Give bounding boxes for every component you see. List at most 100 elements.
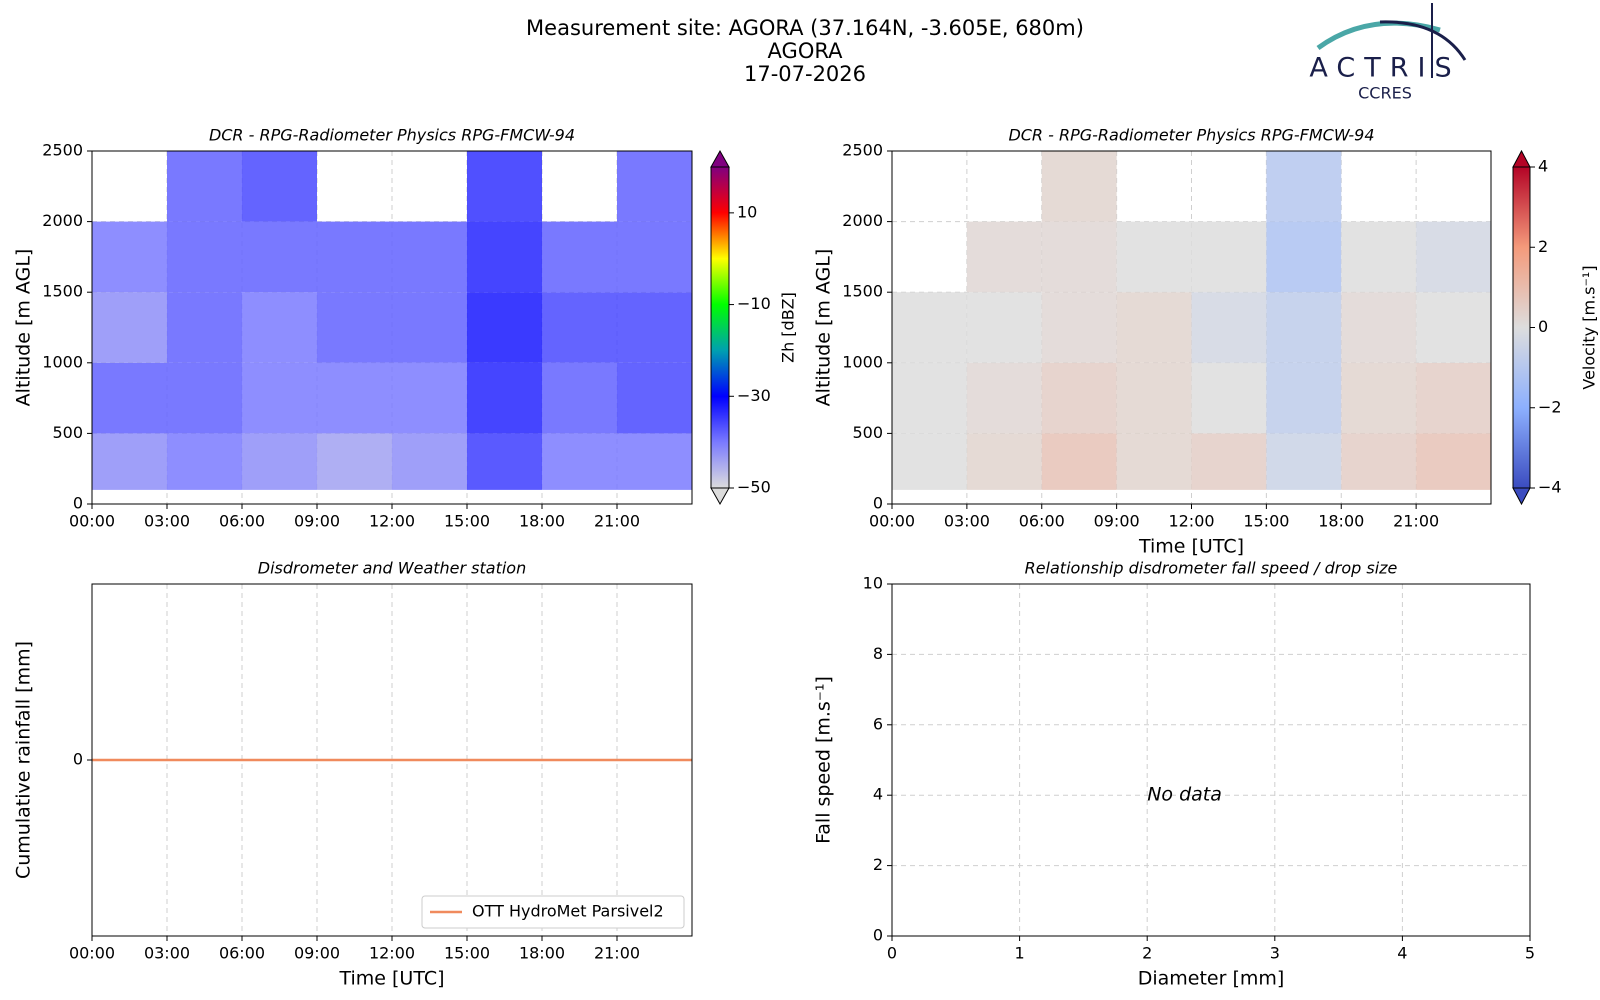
y-tick-label: 10 (863, 574, 883, 593)
heatmap-cell (92, 433, 167, 490)
y-tick-label: 2500 (42, 141, 83, 160)
heatmap-cell (542, 221, 617, 293)
colorbar-tick-label: 0 (1538, 317, 1548, 336)
heatmap-cell (542, 292, 617, 363)
heatmap-cell (467, 151, 542, 222)
legend-box (421, 895, 685, 929)
x-tick-label: 18:00 (1318, 512, 1364, 531)
x-axis-label: Time [UTC] (1138, 536, 1244, 558)
colorbar-extend (710, 149, 730, 168)
colorbar (711, 167, 729, 488)
colorbar-extend (1512, 487, 1531, 506)
heatmap-cell (617, 362, 692, 434)
heatmap-cell (92, 221, 167, 293)
heatmap-cell (392, 221, 467, 293)
heatmap-cell (167, 221, 242, 293)
x-tick-label: 4 (1397, 944, 1407, 963)
heatmap-cell (1416, 221, 1491, 293)
heatmap-cell (1041, 433, 1117, 490)
heatmap-cell (1041, 221, 1117, 293)
y-tick-label: 500 (852, 423, 883, 442)
y-tick-label: 1000 (842, 352, 883, 371)
x-tick-label: 15:00 (444, 512, 490, 531)
panel-title: Disdrometer and Weather station (258, 559, 526, 578)
heatmap-cell (1041, 151, 1117, 222)
y-tick-label: 2000 (42, 211, 83, 230)
y-tick-label: 1500 (842, 282, 883, 301)
heatmap-cell (467, 362, 542, 434)
heatmap-cell (1341, 433, 1417, 490)
heatmap-cell (467, 221, 542, 293)
heatmap-cell (966, 362, 1042, 434)
heatmap-cell (617, 151, 692, 222)
heatmap-cell (1266, 433, 1342, 490)
y-tick-label: 1000 (42, 352, 83, 371)
heatmap-cell (1116, 433, 1192, 490)
x-tick-label: 03:00 (144, 944, 190, 963)
panel: DCR - RPG-Radiometer Physics RPG-FMCW-94… (813, 126, 1599, 558)
colorbar-tick-label: −50 (737, 478, 771, 497)
heatmap-cell (467, 433, 542, 490)
colorbar-tick-label: −4 (1538, 478, 1562, 497)
heatmap-cell (542, 362, 617, 434)
heatmap-cell (92, 292, 167, 363)
heatmap-cell (317, 433, 392, 490)
heatmap-cell (617, 292, 692, 363)
heatmap-cell (1191, 362, 1267, 434)
y-axis-label: Altitude [m AGL] (13, 249, 35, 407)
suptitle: AGORA (768, 39, 844, 63)
colorbar-tick-label: 10 (737, 202, 757, 221)
panel-title: Relationship disdrometer fall speed / dr… (1025, 559, 1398, 578)
y-tick-label: 1500 (42, 282, 83, 301)
logo-name: ACTRIS (1309, 53, 1460, 84)
suptitle: 17-07-2026 (744, 62, 866, 86)
heatmap-cell (1266, 292, 1342, 363)
heatmap-cell (317, 221, 392, 293)
colorbar-tick-label: −10 (737, 294, 771, 313)
heatmap-cell (966, 433, 1042, 490)
heatmap-cell (1041, 292, 1117, 363)
x-tick-label: 03:00 (144, 512, 190, 531)
heatmap-cell (392, 433, 467, 490)
heatmap-cell (1116, 362, 1192, 434)
heatmap-cell (242, 151, 317, 222)
x-tick-label: 00:00 (69, 512, 115, 531)
x-tick-label: 12:00 (369, 944, 415, 963)
heatmap-cell (1416, 433, 1491, 490)
colorbar (1513, 167, 1530, 488)
x-tick-label: 06:00 (1019, 512, 1065, 531)
heatmap-cell (617, 221, 692, 293)
heatmap-cell (1341, 221, 1417, 293)
y-tick-label: 0 (73, 494, 83, 513)
x-tick-label: 03:00 (944, 512, 990, 531)
colorbar-tick-label: 2 (1538, 237, 1548, 256)
panel: DCR - RPG-Radiometer Physics RPG-FMCW-94… (13, 126, 798, 531)
suptitle: Measurement site: AGORA (37.164N, -3.605… (526, 16, 1084, 40)
x-tick-label: 09:00 (294, 512, 340, 531)
x-axis-label: Time [UTC] (338, 968, 444, 990)
x-tick-label: 21:00 (594, 944, 640, 963)
x-tick-label: 15:00 (1243, 512, 1289, 531)
y-axis-label: Fall speed [m.s⁻¹] (813, 676, 835, 844)
colorbar-extend (710, 487, 730, 506)
x-tick-label: 21:00 (594, 512, 640, 531)
x-tick-label: 18:00 (519, 944, 565, 963)
heatmap-cell (242, 433, 317, 490)
y-axis-label: Cumulative rainfall [mm] (13, 641, 35, 879)
heatmap-cell (1116, 221, 1192, 293)
heatmap-cell (1191, 433, 1267, 490)
panel-title: DCR - RPG-Radiometer Physics RPG-FMCW-94 (209, 126, 575, 145)
x-tick-label: 21:00 (1393, 512, 1439, 531)
panel-title: DCR - RPG-Radiometer Physics RPG-FMCW-94 (1008, 126, 1374, 145)
heatmap-cell (392, 362, 467, 434)
heatmap-cell (542, 433, 617, 490)
x-tick-label: 3 (1270, 944, 1280, 963)
x-tick-label: 09:00 (1094, 512, 1140, 531)
x-axis-label: Diameter [mm] (1138, 968, 1285, 990)
heatmap-cell (1266, 221, 1342, 293)
x-tick-label: 15:00 (444, 944, 490, 963)
y-tick-label: 500 (52, 423, 83, 442)
heatmap-cell (167, 362, 242, 434)
heatmap-cell (242, 292, 317, 363)
heatmap-cell (1266, 362, 1342, 434)
